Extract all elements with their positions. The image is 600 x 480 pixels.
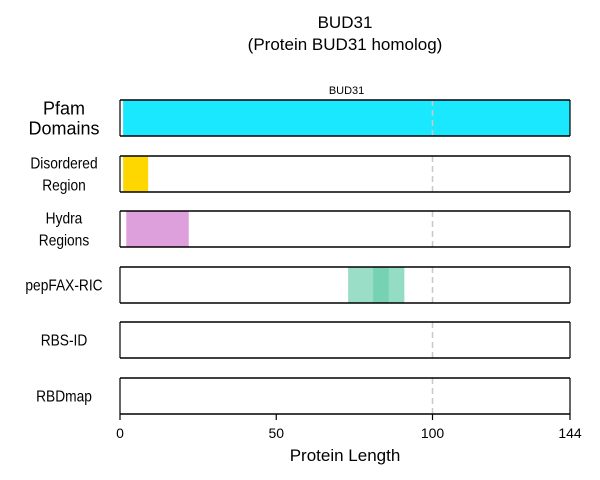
feature-segment	[123, 100, 570, 136]
track-label: Regions	[39, 232, 89, 250]
track-label: Pfam	[43, 98, 85, 118]
chart-title: BUD31	[318, 13, 373, 32]
track-5: RBDmap	[36, 377, 571, 415]
feature-segment	[126, 211, 189, 247]
track-label: Region	[42, 177, 86, 195]
track-label: RBDmap	[36, 388, 92, 406]
track-background	[120, 322, 570, 358]
domain-label: BUD31	[329, 85, 364, 97]
feature-segment	[123, 156, 149, 192]
chart-subtitle: (Protein BUD31 homolog)	[248, 35, 443, 54]
x-tick-label: 100	[421, 425, 445, 441]
track-4: RBS-ID	[41, 321, 571, 359]
track-label: pepFAX-RIC	[25, 277, 102, 295]
track-label: Hydra	[46, 210, 83, 228]
track-3: pepFAX-RIC	[25, 266, 571, 304]
track-background	[120, 267, 570, 303]
track-background	[120, 156, 570, 192]
track-label: Disordered	[30, 155, 97, 173]
feature-segment	[373, 267, 405, 303]
x-tick-label: 144	[558, 425, 582, 441]
track-2: Hydra Regions	[39, 210, 571, 250]
x-tick-label: 50	[268, 425, 284, 441]
x-axis: 0 50 100 144	[116, 414, 582, 441]
x-axis-label: Protein Length	[290, 446, 401, 465]
track-background	[120, 378, 570, 414]
track-label: RBS-ID	[41, 332, 88, 350]
track-background	[120, 211, 570, 247]
track-label: Domains	[28, 118, 99, 138]
x-tick-label: 0	[116, 425, 124, 441]
track-1: Disordered Region	[30, 155, 571, 195]
